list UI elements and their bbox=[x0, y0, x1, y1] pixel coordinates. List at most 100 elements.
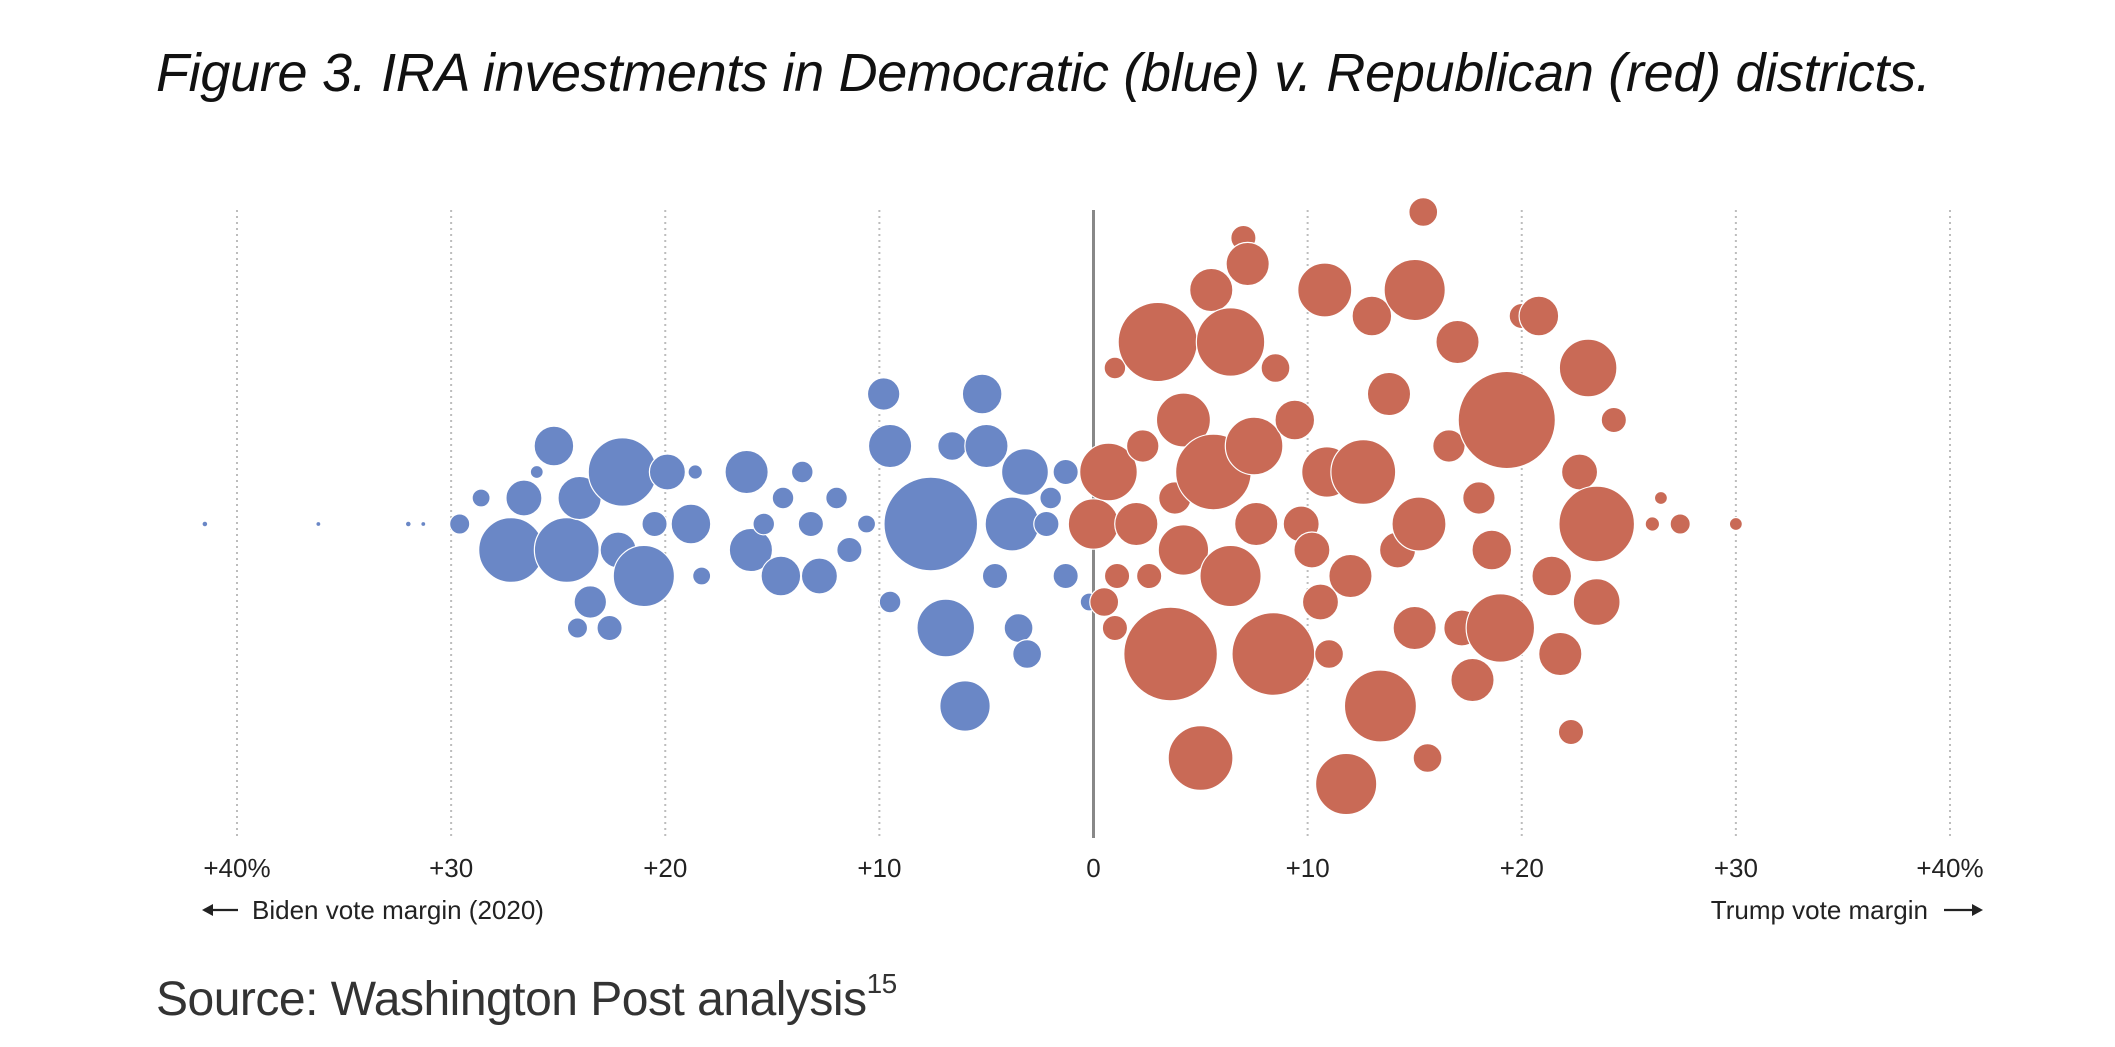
republican-district-bubble bbox=[1314, 638, 1345, 669]
republican-district-bubble bbox=[1330, 439, 1397, 506]
source-text: Source: Washington Post analysis bbox=[156, 973, 867, 1026]
democratic-district-bubble bbox=[1052, 458, 1079, 486]
republican-district-bubble bbox=[1089, 586, 1120, 617]
republican-district-bubble bbox=[1392, 605, 1437, 651]
x-tick-label: 0 bbox=[1086, 853, 1100, 883]
republican-district-bubble bbox=[1518, 295, 1560, 337]
republican-district-bubble bbox=[1572, 577, 1621, 626]
democratic-district-bubble bbox=[641, 510, 668, 538]
democratic-district-bubble bbox=[878, 590, 902, 614]
republican-district-bubble bbox=[1560, 453, 1599, 491]
republican-district-bubble bbox=[1301, 583, 1340, 621]
democratic-district-bubble bbox=[612, 544, 676, 608]
democratic-district-bubble bbox=[836, 536, 863, 564]
democratic-district-bubble bbox=[1003, 612, 1034, 643]
republican-district-bubble bbox=[1314, 752, 1378, 816]
republican-district-bubble bbox=[1351, 295, 1393, 337]
democratic-district-bubble bbox=[1000, 448, 1049, 497]
democratic-district-bubble bbox=[790, 460, 814, 484]
democratic-district-bubble bbox=[692, 566, 712, 586]
republican-district-bubble bbox=[1135, 562, 1163, 590]
democratic-district-bubble bbox=[449, 513, 471, 535]
x-tick-label: +20 bbox=[643, 853, 687, 883]
republican-district-bubble bbox=[1408, 197, 1439, 228]
democratic-district-bubble bbox=[771, 486, 795, 510]
republican-district-bubble bbox=[1391, 496, 1447, 552]
democratic-district-bubble bbox=[939, 680, 991, 732]
democratic-district-bubble bbox=[937, 431, 968, 462]
republican-district-bubble bbox=[1328, 553, 1373, 599]
republican-district-bubble bbox=[1167, 724, 1234, 791]
bubbles bbox=[201, 197, 1743, 816]
left-arrowhead-icon bbox=[202, 904, 213, 916]
democratic-district-bubble bbox=[471, 488, 491, 508]
democratic-district-bubble bbox=[964, 423, 1009, 469]
democratic-district-bubble bbox=[1012, 638, 1043, 669]
republican-district-bubble bbox=[1234, 501, 1279, 547]
right-arrowhead-icon bbox=[1972, 904, 1983, 916]
x-tick-label: +30 bbox=[1714, 853, 1758, 883]
democratic-district-bubble bbox=[800, 557, 839, 595]
democratic-district-bubble bbox=[573, 585, 608, 619]
republican-district-bubble bbox=[1123, 606, 1218, 702]
democratic-district-bubble bbox=[1052, 562, 1079, 590]
republican-district-bubble bbox=[1297, 262, 1353, 318]
republican-district-bubble bbox=[1538, 631, 1583, 677]
democratic-district-bubble bbox=[533, 516, 600, 583]
republican-district-bubble bbox=[1225, 241, 1270, 287]
democratic-district-bubble bbox=[883, 476, 979, 572]
republican-district-bubble bbox=[1103, 562, 1131, 590]
democratic-district-bubble bbox=[533, 425, 575, 467]
republican-district-bubble bbox=[1260, 353, 1291, 384]
democratic-district-bubble bbox=[856, 514, 877, 534]
democratic-district-bubble bbox=[752, 512, 776, 536]
x-tick-label: +30 bbox=[429, 853, 473, 883]
republican-district-bubble bbox=[1412, 742, 1443, 773]
republican-district-bubble bbox=[1450, 657, 1495, 703]
republican-district-bubble bbox=[1293, 531, 1331, 569]
republican-district-bubble bbox=[1114, 501, 1159, 547]
x-tick-label: +10 bbox=[857, 853, 901, 883]
republican-district-bubble bbox=[1728, 516, 1743, 532]
right-axis-label: Trump vote margin bbox=[1711, 895, 1928, 925]
x-tick-label: +40% bbox=[1916, 853, 1983, 883]
left-axis-label: Biden vote margin (2020) bbox=[252, 895, 544, 925]
democratic-district-bubble bbox=[404, 520, 412, 528]
republican-district-bubble bbox=[1189, 267, 1234, 313]
democratic-district-bubble bbox=[670, 503, 712, 545]
democratic-district-bubble bbox=[867, 423, 913, 469]
republican-district-bubble bbox=[1462, 481, 1496, 515]
republican-district-bubble bbox=[1558, 485, 1636, 563]
source-footnote: 15 bbox=[866, 968, 898, 999]
republican-district-bubble bbox=[1103, 356, 1127, 380]
democratic-district-bubble bbox=[866, 377, 901, 411]
democratic-district-bubble bbox=[961, 373, 1003, 415]
democratic-district-bubble bbox=[648, 453, 686, 491]
democratic-district-bubble bbox=[724, 449, 769, 495]
democratic-district-bubble bbox=[315, 520, 322, 528]
x-tick-label: +10 bbox=[1286, 853, 1330, 883]
democratic-district-bubble bbox=[201, 520, 209, 528]
democratic-district-bubble bbox=[566, 617, 589, 639]
right-axis-note: Trump vote margin bbox=[1711, 895, 1983, 925]
republican-district-bubble bbox=[1274, 399, 1316, 441]
republican-district-bubble bbox=[1653, 490, 1669, 506]
democratic-district-bubble bbox=[1033, 510, 1060, 538]
republican-district-bubble bbox=[1465, 593, 1536, 663]
democratic-district-bubble bbox=[1039, 486, 1063, 510]
republican-district-bubble bbox=[1157, 524, 1210, 576]
democratic-district-bubble bbox=[916, 598, 976, 658]
x-tick-label: +40% bbox=[203, 853, 270, 883]
republican-district-bubble bbox=[1125, 429, 1160, 463]
left-axis-note: Biden vote margin (2020) bbox=[202, 895, 544, 925]
democratic-district-bubble bbox=[687, 464, 704, 480]
republican-district-bubble bbox=[1600, 406, 1628, 434]
democratic-district-bubble bbox=[984, 496, 1040, 552]
republican-district-bubble bbox=[1471, 529, 1513, 571]
republican-district-bubble bbox=[1343, 669, 1418, 743]
democratic-district-bubble bbox=[505, 479, 543, 517]
democratic-district-bubble bbox=[420, 520, 427, 528]
chart-title: Figure 3. IRA investments in Democratic … bbox=[156, 43, 1931, 103]
democratic-district-bubble bbox=[825, 486, 848, 510]
republican-district-bubble bbox=[1195, 307, 1266, 377]
